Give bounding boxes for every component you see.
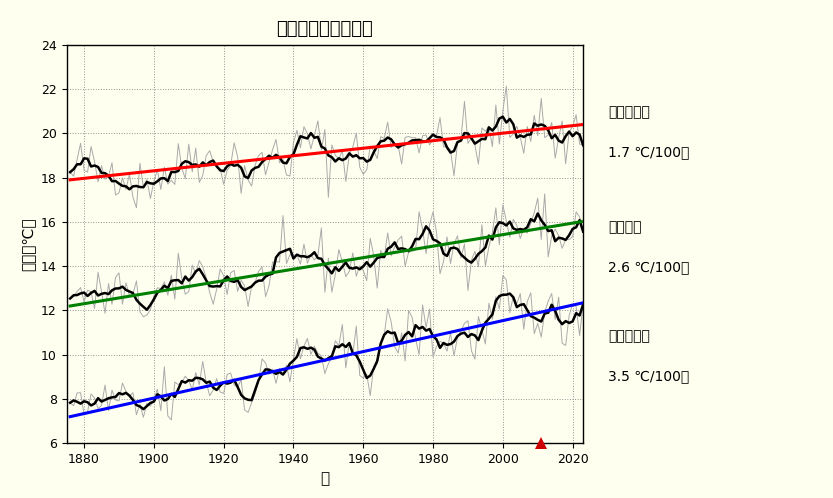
Text: 平均気温: 平均気温 bbox=[608, 220, 641, 234]
Text: 3.5 ℃/100年: 3.5 ℃/100年 bbox=[608, 370, 690, 383]
Text: 2.6 ℃/100年: 2.6 ℃/100年 bbox=[608, 260, 690, 274]
Text: 日最低気温: 日最低気温 bbox=[608, 330, 650, 344]
Title: 東京の年気温３要素: 東京の年気温３要素 bbox=[277, 20, 373, 38]
Text: 日最高気温: 日最高気温 bbox=[608, 106, 650, 120]
Y-axis label: 気温（℃）: 気温（℃） bbox=[21, 217, 36, 271]
X-axis label: 年: 年 bbox=[321, 472, 329, 487]
Text: 1.7 ℃/100年: 1.7 ℃/100年 bbox=[608, 145, 690, 159]
